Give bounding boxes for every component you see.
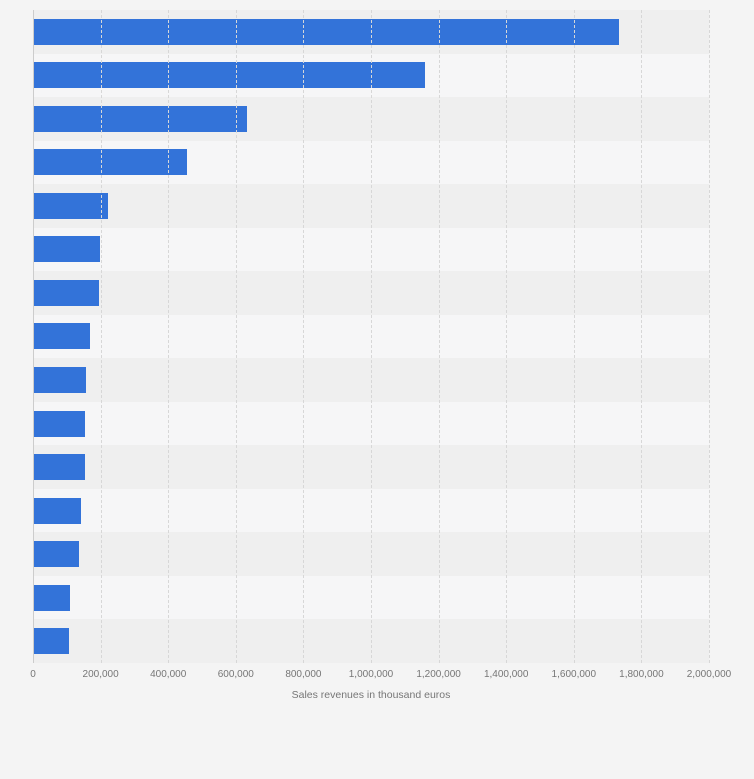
plot-area [33, 10, 710, 663]
chart-row [33, 532, 709, 576]
chart-row [33, 445, 709, 489]
x-axis-tick-labels: 0 200,000 400,000 600,000 800,000 1,000,000 1,… [30, 669, 731, 683]
x-tick-label: 800,000 [285, 669, 322, 680]
x-tick-label: 400,000 [150, 669, 187, 680]
bar[interactable] [33, 192, 109, 219]
y-axis-line [33, 10, 34, 663]
x-tick-label: 1,800,000 [619, 669, 664, 680]
chart-row [33, 184, 709, 228]
bar[interactable] [33, 279, 99, 306]
x-tick-label: 1,600,000 [551, 669, 597, 680]
x-tick-label: 200,000 [82, 669, 119, 680]
chart-row [33, 227, 709, 272]
bar[interactable] [33, 410, 86, 437]
bar[interactable] [33, 105, 247, 132]
x-axis-title: Sales revenues in thousand euros [291, 689, 451, 701]
chart-row [33, 314, 709, 359]
bar[interactable] [33, 236, 100, 263]
x-tick-label: 0 [30, 669, 36, 680]
bar[interactable] [33, 497, 81, 524]
x-tick-label: 1,000,000 [348, 669, 394, 680]
bar[interactable] [33, 541, 79, 568]
x-tick-label: 600,000 [217, 669, 254, 680]
chart-row [33, 575, 709, 620]
gridline [709, 10, 710, 663]
x-tick-label: 1,400,000 [483, 669, 529, 680]
chart-row [33, 271, 709, 315]
chart-row [33, 10, 709, 54]
bar-rows [33, 10, 709, 663]
bar[interactable] [33, 323, 90, 350]
bar[interactable] [33, 62, 426, 89]
x-tick-label: 1,200,000 [416, 669, 461, 680]
chart-row [33, 140, 709, 185]
bar[interactable] [33, 149, 187, 176]
chart-row [33, 53, 709, 98]
chart-row [33, 358, 709, 402]
bar[interactable] [33, 454, 85, 481]
chart-row [33, 97, 709, 141]
bar[interactable] [33, 584, 71, 611]
x-tick-label: 2,000,000 [686, 669, 732, 680]
bar[interactable] [33, 628, 70, 655]
bar[interactable] [33, 367, 87, 394]
chart-row [33, 488, 709, 533]
bar[interactable] [33, 18, 620, 45]
chart-row [33, 619, 709, 663]
chart-row [33, 401, 709, 446]
